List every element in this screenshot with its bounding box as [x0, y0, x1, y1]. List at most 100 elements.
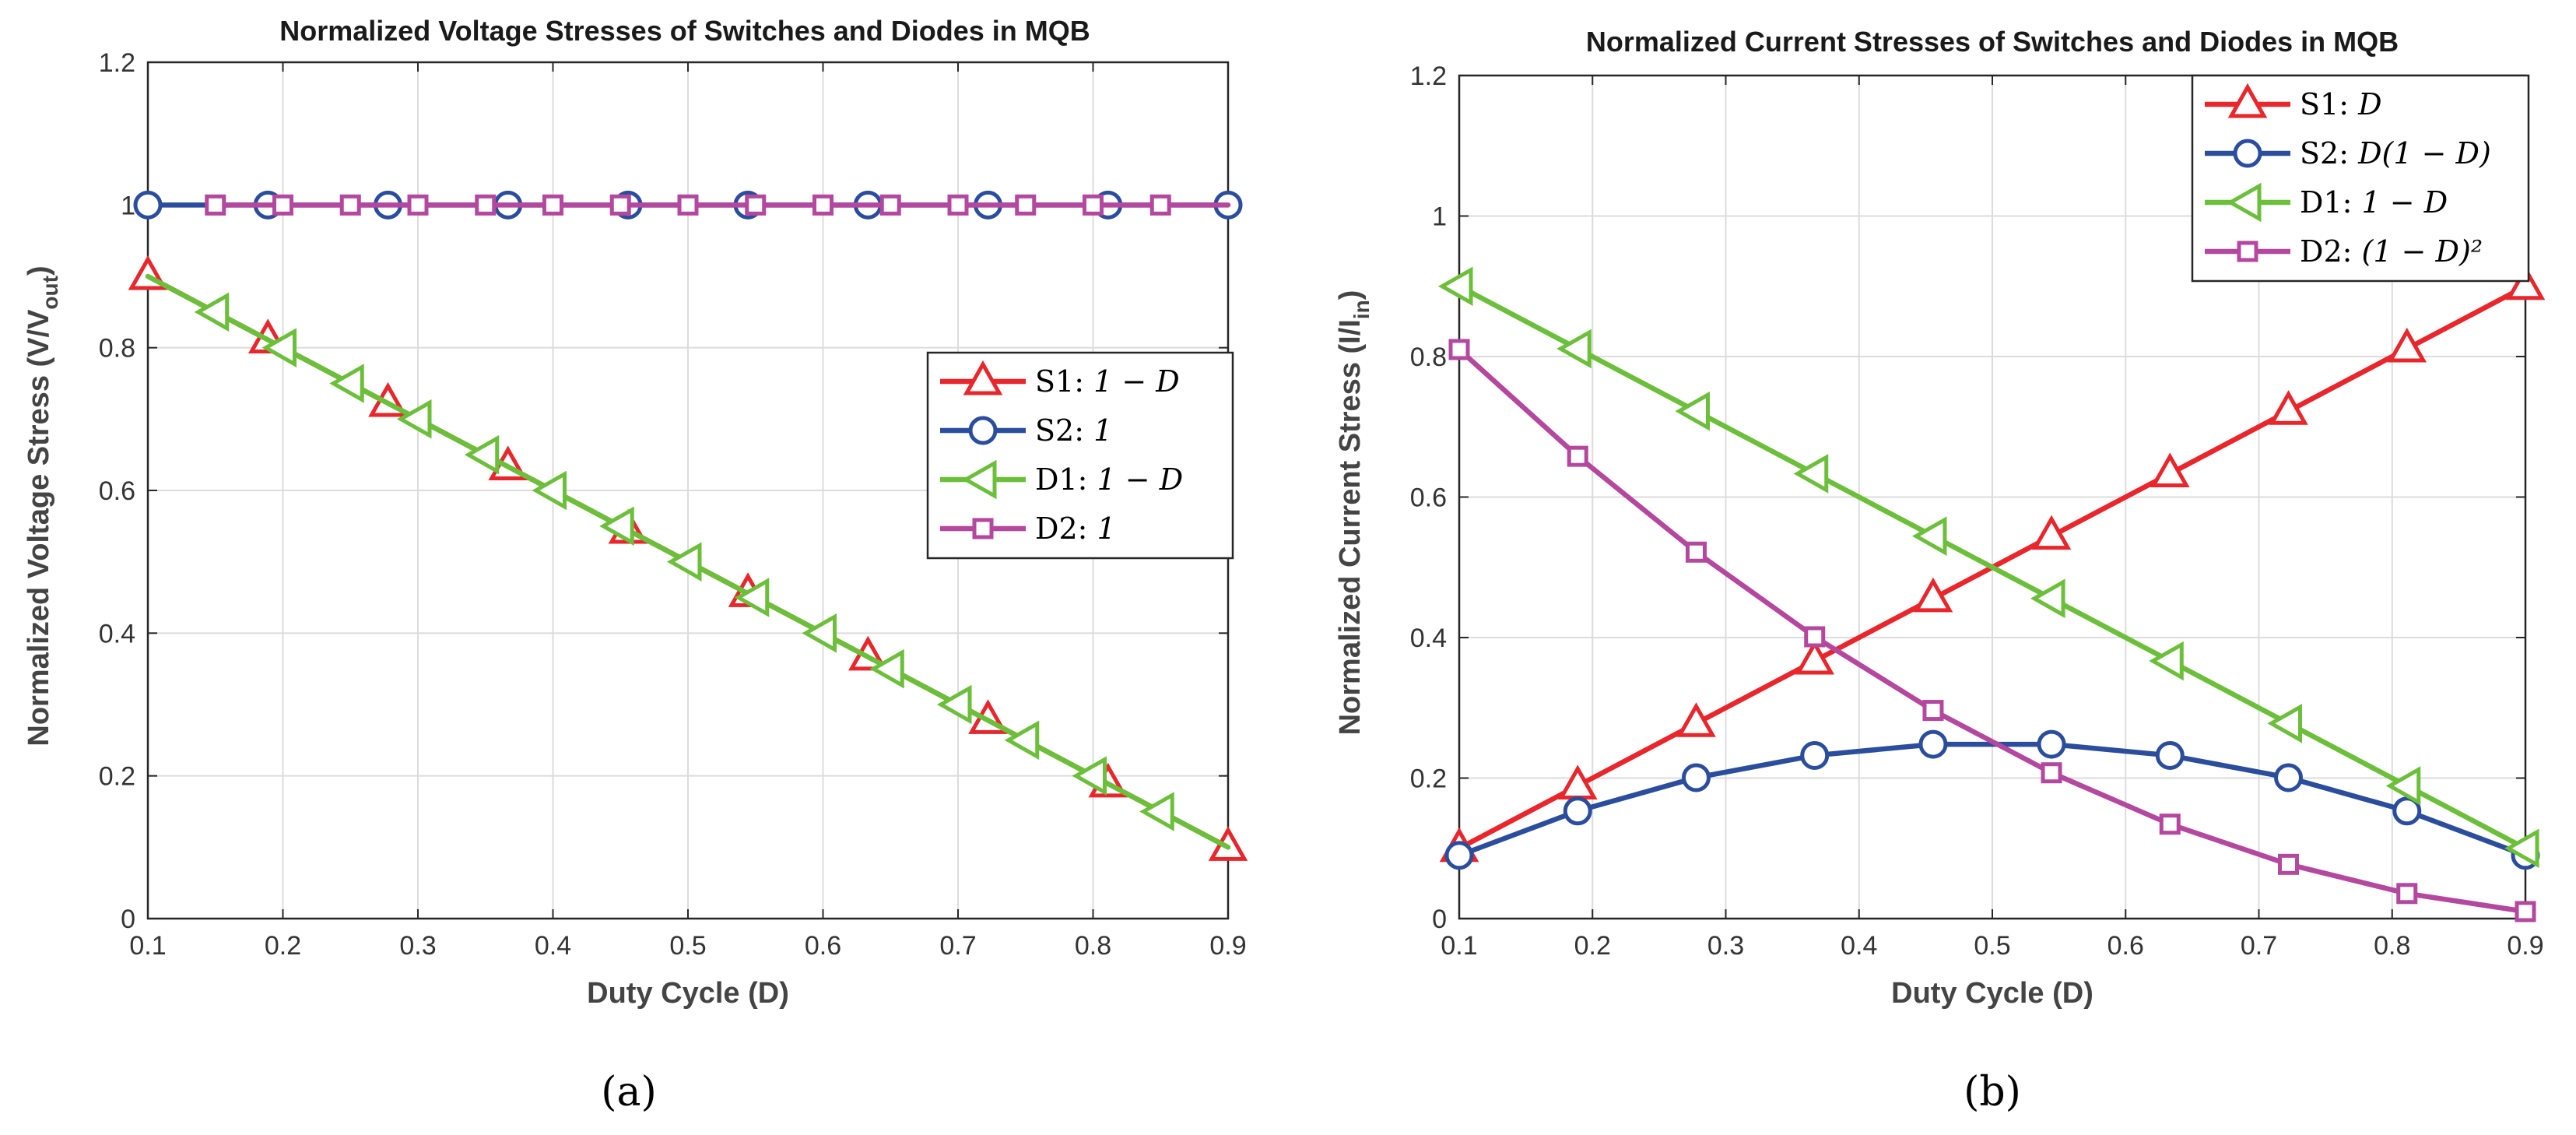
data-point-s2	[1444, 841, 1474, 870]
legend-marker-d2	[972, 518, 994, 539]
data-point-s1	[2150, 452, 2190, 487]
data-point-d2	[812, 194, 834, 216]
data-point-s2	[2274, 763, 2304, 792]
legend-marker-s2	[2233, 139, 2262, 168]
data-point-d1	[1793, 454, 1829, 494]
data-point-d2	[745, 194, 767, 216]
legend-label-s1: S1: D	[2300, 87, 2382, 121]
x-tick-label: 0.1	[129, 931, 166, 961]
panel-caption: (a)	[601, 1069, 657, 1116]
x-tick-label: 0.3	[1707, 931, 1744, 961]
x-tick-label: 0.6	[2107, 931, 2144, 961]
y-tick-label: 0.8	[1410, 343, 1447, 372]
x-tick-label: 0.5	[669, 931, 706, 961]
data-point-d1	[1911, 516, 1947, 556]
series-line-d2	[1456, 346, 2529, 915]
x-tick-label: 0.9	[2507, 931, 2543, 961]
data-point-d2	[2278, 853, 2300, 875]
data-point-d1	[1556, 329, 1592, 369]
data-point-d2	[609, 194, 631, 216]
data-point-d2	[677, 194, 699, 216]
y-tick-label: 1.2	[1410, 61, 1447, 91]
data-point-d2	[1015, 194, 1037, 216]
data-point-s1	[1795, 639, 1835, 675]
legend-label-d2: D2: (1 − D)²	[2300, 234, 2483, 269]
chart-title: Normalized Voltage Stresses of Switches …	[279, 15, 1090, 47]
x-tick-label: 0.9	[1209, 931, 1246, 961]
data-point-s1	[1913, 577, 1953, 613]
data-point-d1	[2504, 828, 2539, 869]
data-point-d1	[396, 399, 432, 439]
x-axis-label: Duty Cycle (D)	[587, 977, 789, 1010]
legend-marker-s1	[963, 360, 1003, 395]
data-point-s2	[1681, 763, 1711, 792]
x-tick-label: 0.7	[2241, 931, 2277, 961]
series-line-d1	[1456, 283, 2529, 851]
x-tick-label: 0.1	[1441, 931, 1477, 961]
legend-label-s2: S2: D(1 − D)	[2300, 136, 2491, 170]
data-point-s1	[2505, 265, 2546, 300]
data-point-d1	[261, 328, 297, 367]
data-point-d2	[1083, 194, 1104, 216]
data-point-d1	[1139, 792, 1174, 831]
data-point-s2	[2037, 729, 2066, 759]
y-axis-label: Normalized Current Stress (I/Iin)	[1334, 290, 1374, 736]
data-point-d1	[869, 648, 904, 689]
data-point-d2	[205, 194, 226, 216]
legend-label-s1: S1: 1 − D	[1035, 364, 1180, 399]
series-d1	[1437, 266, 2539, 869]
data-point-d1	[599, 506, 634, 546]
data-point-d2	[1685, 541, 1707, 563]
data-point-d2	[879, 194, 901, 216]
x-tick-label: 0.4	[535, 931, 571, 961]
data-point-d1	[936, 684, 972, 725]
data-point-d1	[2385, 766, 2421, 806]
y-axis-label: Normalized Voltage Stress (V/Vout)	[23, 265, 62, 746]
x-tick-label: 0.4	[1841, 931, 1877, 961]
legend-label-s2: S2: 1	[1035, 413, 1112, 448]
data-point-d1	[2030, 578, 2065, 619]
series-d2	[1448, 339, 2536, 922]
legend-label-d2: D2: 1	[1035, 511, 1116, 546]
legend-marker-d2	[2237, 241, 2258, 262]
data-point-d1	[1437, 266, 1473, 307]
legend-marker-d1	[961, 459, 997, 500]
legend-marker-s1	[2227, 83, 2268, 118]
data-point-d2	[1804, 626, 1826, 648]
data-point-s2	[133, 190, 163, 220]
x-tick-label: 0.5	[1974, 931, 2010, 961]
y-tick-label: 0.6	[1410, 483, 1447, 513]
x-tick-label: 0.8	[2374, 931, 2410, 961]
data-point-s1	[2031, 515, 2072, 550]
data-point-d1	[734, 578, 770, 617]
data-point-s2	[2392, 796, 2422, 826]
chart-title: Normalized Current Stresses of Switches …	[1586, 26, 2399, 58]
y-tick-label: 0.6	[99, 476, 135, 506]
y-tick-label: 0.2	[1410, 764, 1447, 794]
data-point-d2	[407, 194, 429, 216]
x-tick-label: 0.8	[1075, 931, 1111, 961]
y-tick-label: 0.8	[99, 334, 135, 364]
data-point-d1	[2149, 641, 2184, 681]
series-d2	[205, 194, 1231, 216]
x-tick-label: 0.6	[805, 931, 841, 961]
data-point-d2	[272, 194, 293, 216]
y-tick-label: 0.2	[99, 762, 135, 792]
data-point-d2	[2396, 883, 2418, 905]
data-point-d1	[1675, 391, 1710, 431]
data-point-d2	[1567, 445, 1588, 467]
data-point-d1	[1072, 756, 1107, 796]
panel-caption: (b)	[1964, 1069, 2021, 1116]
data-point-d2	[1922, 700, 1944, 722]
legend-label-d1: D1: 1 − D	[2300, 185, 2448, 220]
data-point-d2	[1149, 194, 1171, 216]
data-point-d1	[2267, 703, 2303, 743]
data-point-s1	[1676, 702, 1716, 737]
data-point-s2	[1800, 740, 1830, 770]
data-point-d1	[532, 470, 567, 511]
chart-panel-a: 0.1 0.2 0.3 0.4 0.5 0.6 0.7 0.8 0.9 0 0.2 0.4 0.6 0.8…	[23, 15, 1248, 1116]
y-tick-label: 0	[1432, 905, 1447, 934]
legend-label-d1: D1: 1 − D	[1035, 462, 1183, 497]
y-tick-label: 1	[121, 191, 135, 220]
